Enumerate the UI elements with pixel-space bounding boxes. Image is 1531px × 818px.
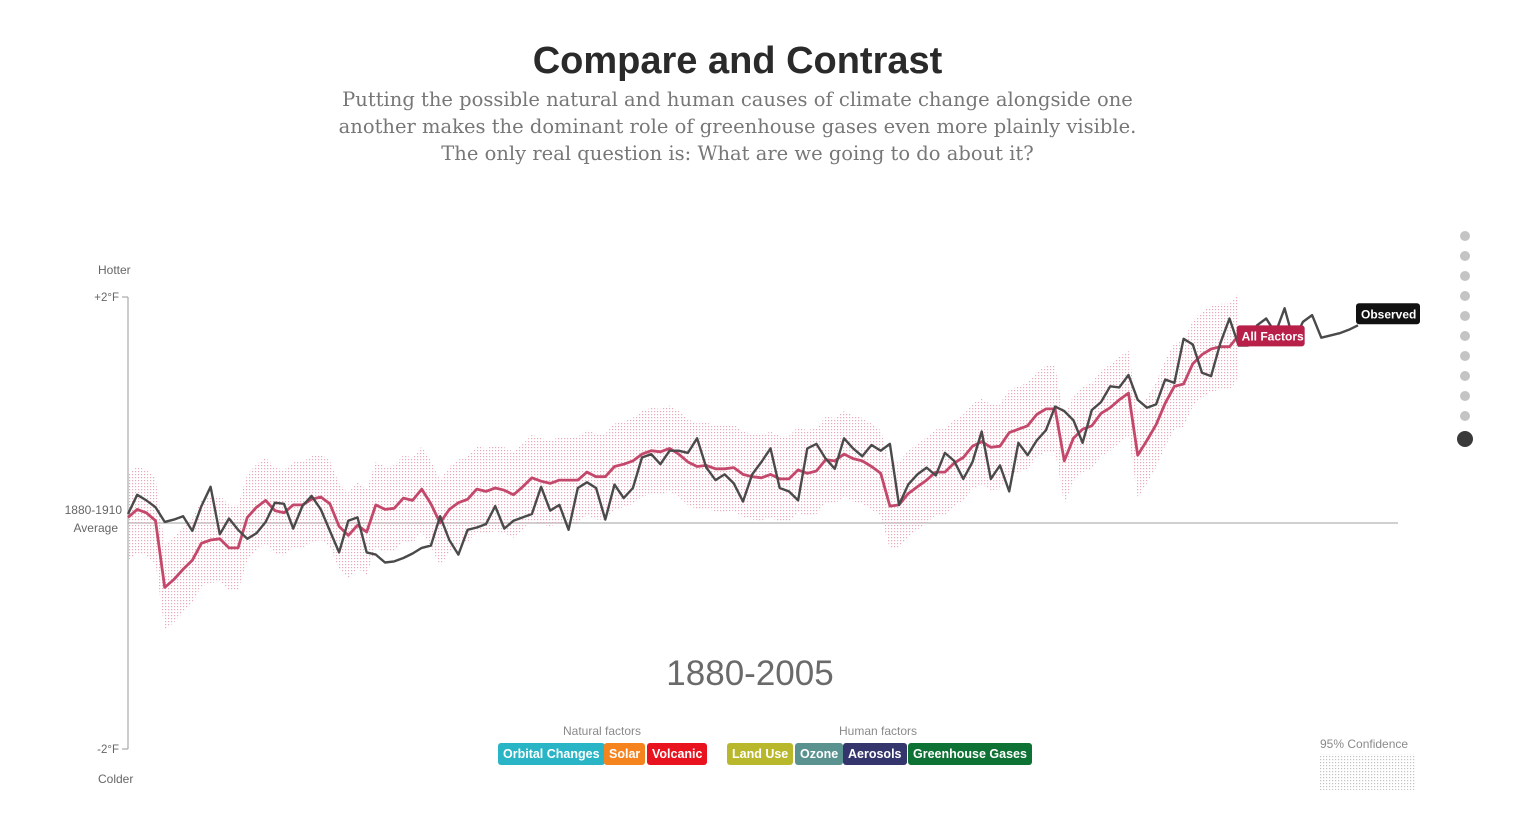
all-factors-tag: All Factors xyxy=(1236,325,1305,347)
confidence-legend-label: 95% Confidence xyxy=(1320,737,1409,751)
slide-navigation xyxy=(1457,231,1473,457)
page-title: Compare and Contrast xyxy=(532,40,943,82)
all-factors-tag-bg xyxy=(1236,325,1305,347)
page-subtitle: Putting the possible natural and human c… xyxy=(330,86,1145,167)
slide-nav-dot[interactable] xyxy=(1460,271,1470,281)
natural-factors-label: Natural factors xyxy=(563,724,642,738)
slide-nav-dot[interactable] xyxy=(1460,331,1470,341)
observed-tag: Observed xyxy=(1356,303,1420,325)
legend-aerosols-button[interactable]: Aerosols xyxy=(843,743,907,765)
subtitle-line: Putting the possible natural and human c… xyxy=(342,88,1133,111)
y-tick-top-label: +2°F xyxy=(94,292,119,304)
confidence-legend-swatch xyxy=(1320,754,1415,790)
legend-ozone-button[interactable]: Ozone xyxy=(795,743,844,765)
slide-nav-dot[interactable] xyxy=(1460,371,1470,381)
y-label-colder: Colder xyxy=(98,772,133,786)
slide-nav-dot[interactable] xyxy=(1460,231,1470,241)
subtitle-line: The only real question is: What are we g… xyxy=(441,142,1034,165)
slide-nav-dot[interactable] xyxy=(1460,351,1470,361)
slide-nav-dot[interactable] xyxy=(1460,311,1470,321)
observed-line xyxy=(126,307,1359,564)
subtitle-line: another makes the dominant role of green… xyxy=(338,115,1137,138)
human-factors-label: Human factors xyxy=(839,724,918,738)
slide-nav-dot[interactable] xyxy=(1460,291,1470,301)
all-factors-confidence-band xyxy=(128,292,1239,631)
observed-tag-label: Observed xyxy=(1361,307,1416,321)
observed-tag-bg xyxy=(1356,303,1420,325)
baseline-label-line1: 1880-1910 xyxy=(65,503,123,517)
legend-greenhouse-gases-button[interactable]: Greenhouse Gases xyxy=(908,743,1032,765)
period-label: 1880-2005 xyxy=(666,654,834,693)
all-factors-tag-label: All Factors xyxy=(1242,329,1304,343)
legend-volcanic-button[interactable]: Volcanic xyxy=(647,743,708,765)
y-tick-bottom-label: -2°F xyxy=(97,744,119,756)
slide-nav-dot[interactable] xyxy=(1457,431,1473,447)
legend-orbital-changes-button[interactable]: Orbital Changes xyxy=(498,743,605,765)
legend-solar-button[interactable]: Solar xyxy=(604,743,646,765)
baseline-label-line2: Average xyxy=(74,521,119,535)
y-label-hotter: Hotter xyxy=(98,263,131,277)
slide-nav-dot[interactable] xyxy=(1460,391,1470,401)
legend-land-use-button[interactable]: Land Use xyxy=(727,743,794,765)
slide-nav-dot[interactable] xyxy=(1460,251,1470,261)
slide-nav-dot[interactable] xyxy=(1460,411,1470,421)
